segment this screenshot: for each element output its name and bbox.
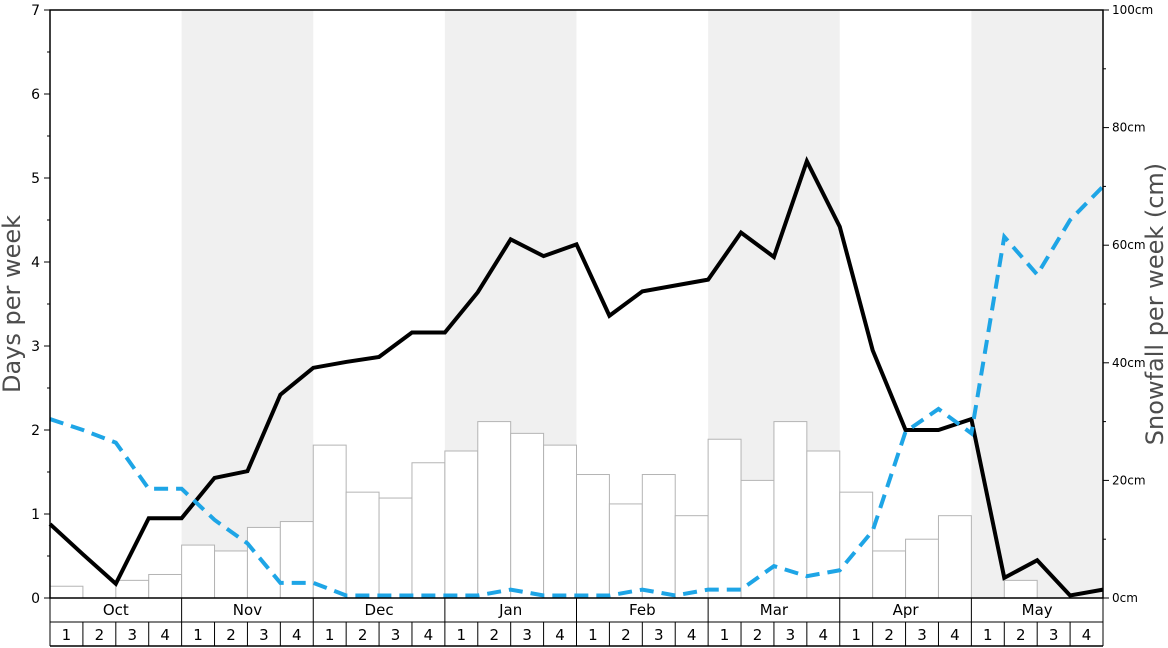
month-label: Nov [233, 601, 262, 619]
snowfall-bar [608, 503, 643, 599]
snowfall-bar [214, 550, 248, 599]
snowfall-bar [839, 491, 874, 599]
week-label: 4 [1082, 626, 1092, 644]
snowfall-bar [49, 585, 84, 599]
week-label: 4 [687, 626, 697, 644]
week-label: 3 [127, 626, 137, 644]
left-tick-label: 0 [31, 591, 40, 607]
left-tick-label: 7 [31, 3, 40, 19]
right-tick-label: 40cm [1112, 356, 1146, 370]
month-label: Feb [629, 601, 656, 619]
week-label: 1 [720, 626, 730, 644]
week-label: 1 [983, 626, 993, 644]
snowfall-bar [279, 521, 314, 599]
snowfall-bars [49, 421, 1038, 599]
week-label: 3 [1049, 626, 1059, 644]
month-shade [181, 10, 314, 598]
week-label: 1 [457, 626, 467, 644]
right-tick-label: 80cm [1112, 121, 1146, 135]
week-label: 1 [62, 626, 72, 644]
solid-line-series [48, 156, 1104, 598]
dashed-line-series [49, 185, 1105, 598]
snowfall-bar [411, 462, 446, 599]
week-label: 1 [851, 626, 861, 644]
month-shading [181, 10, 1103, 598]
left-y-axis: 0 1 2 3 4 5 6 7 [31, 3, 50, 607]
snowfall-bar [543, 444, 577, 599]
snowfall-bar [872, 550, 907, 599]
data-lines [48, 156, 1105, 598]
snowfall-bar [576, 474, 610, 599]
week-label: 3 [522, 626, 532, 644]
left-tick-label: 3 [31, 339, 40, 355]
week-label: 4 [819, 626, 829, 644]
snowfall-bar [510, 432, 545, 599]
snowfall-bar [905, 538, 939, 599]
month-label: Mar [760, 601, 789, 619]
snowfall-bar [937, 515, 972, 599]
month-label: Oct [103, 601, 129, 619]
month-label-row: Oct Nov Dec Jan Feb Mar Apr May [49, 598, 1104, 623]
left-tick-label: 2 [31, 423, 40, 439]
week-label: 3 [391, 626, 401, 644]
week-label: 4 [424, 626, 434, 644]
snowfall-bar [345, 491, 380, 599]
week-label: 4 [160, 626, 170, 644]
week-label: 3 [259, 626, 269, 644]
snowfall-bar [477, 421, 512, 599]
week-label: 1 [588, 626, 598, 644]
week-label: 2 [884, 626, 894, 644]
right-y-axis: 0cm 20cm 40cm 60cm 80cm 100cm [1103, 3, 1153, 605]
left-axis-title: Days per week [0, 215, 26, 393]
snowfall-bar [707, 438, 742, 599]
week-label: 4 [292, 626, 302, 644]
month-label: Jan [498, 601, 522, 619]
week-label: 2 [95, 626, 105, 644]
snowfall-bar [773, 421, 808, 599]
snowfall-bar [148, 573, 183, 599]
week-label: 2 [621, 626, 631, 644]
left-tick-label: 6 [31, 87, 40, 103]
left-tick-label: 5 [31, 171, 40, 187]
week-label: 3 [654, 626, 664, 644]
month-label: May [1022, 601, 1053, 619]
month-label: Apr [893, 601, 920, 619]
snowfall-bar [641, 474, 676, 599]
week-label: 2 [226, 626, 236, 644]
right-tick-label: 20cm [1112, 473, 1146, 487]
week-label-row: 1 2 3 4 1 2 3 4 1 2 3 4 1 2 3 4 1 2 3 4 1 2 3 4 1 2 3 4 1 2 3 4 [49, 622, 1104, 647]
month-label: Dec [365, 601, 394, 619]
snowfall-bar [1003, 579, 1038, 599]
snowfall-bar [444, 450, 479, 599]
week-label: 1 [193, 626, 203, 644]
week-label: 4 [950, 626, 960, 644]
week-label: 3 [917, 626, 927, 644]
week-label: 2 [489, 626, 499, 644]
left-tick-label: 1 [31, 507, 40, 523]
snowfall-bar [312, 444, 347, 599]
snowfall-bar [674, 515, 709, 599]
left-tick-label: 4 [31, 255, 40, 271]
snowfall-bar [115, 579, 150, 599]
week-label: 3 [786, 626, 796, 644]
snowfall-bar [740, 479, 775, 599]
right-tick-label: 60cm [1112, 238, 1146, 252]
snowfall-bar [378, 497, 413, 599]
week-label: 2 [1016, 626, 1026, 644]
right-tick-label: 0cm [1112, 591, 1138, 605]
week-label: 4 [555, 626, 565, 644]
week-label: 1 [325, 626, 335, 644]
right-tick-label: 100cm [1112, 3, 1153, 17]
right-axis-title: Snowfall per week (cm) [1141, 163, 1168, 445]
snowfall-bar [181, 544, 216, 599]
week-label: 2 [753, 626, 763, 644]
week-label: 2 [358, 626, 368, 644]
